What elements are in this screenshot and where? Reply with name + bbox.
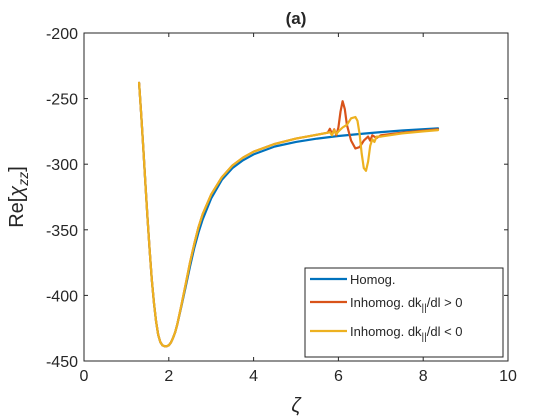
x-axis: 0 2 4 6 8 10	[80, 33, 517, 385]
series-line-3	[138, 81, 440, 348]
y-tick-label: -200	[46, 26, 78, 43]
y-axis: -200 -250 -300 -350 -400 -450	[46, 26, 508, 371]
plot-lines	[138, 81, 440, 348]
y-tick-label: -250	[46, 92, 78, 109]
y-tick-label: -450	[46, 354, 78, 371]
y-axis-label-subscript: zz	[15, 172, 31, 187]
chart-title: (a)	[286, 9, 307, 28]
y-axis-label-close: ]	[6, 166, 28, 172]
y-tick-label: -350	[46, 223, 78, 240]
x-tick-label: 0	[80, 368, 89, 385]
x-tick-label: 4	[249, 368, 258, 385]
legend-label-2: Inhomog. dk||/dl > 0	[350, 295, 463, 314]
legend-box	[304, 267, 504, 358]
y-tick-label: -400	[46, 288, 78, 305]
legend-items: Homog. Inhomog. dk||/dl > 0 Inhomog. dk||/…	[310, 272, 463, 343]
x-tick-label: 6	[334, 368, 343, 385]
x-axis-label: ζ	[291, 395, 302, 417]
y-axis-label-main: Re[	[6, 196, 28, 228]
x-tick-label: 8	[419, 368, 428, 385]
legend-label-3: Inhomog. dk||/dl < 0	[350, 324, 463, 343]
legend-label-1: Homog.	[350, 272, 396, 287]
x-tick-label: 2	[164, 368, 173, 385]
plot-box	[83, 32, 509, 362]
y-tick-label: -300	[46, 157, 78, 174]
y-axis-label-symbol: χ	[6, 185, 28, 199]
legend: Homog. Inhomog. dk||/dl > 0 Inhomog. dk||/…	[304, 267, 504, 358]
x-tick-label: 10	[499, 368, 517, 385]
y-axis-label: Re[χzz]	[6, 166, 31, 228]
